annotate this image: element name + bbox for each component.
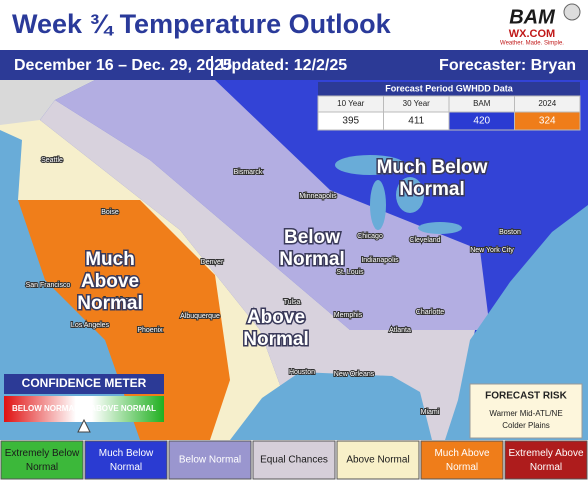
column-header: 2024 bbox=[538, 99, 556, 108]
below-zone bbox=[55, 80, 490, 330]
zone-label: Above bbox=[81, 271, 139, 292]
meter-pointer bbox=[77, 418, 91, 433]
atlantic bbox=[445, 205, 588, 440]
city-label: Charlotte bbox=[416, 309, 445, 316]
legend-label: Equal Chances bbox=[260, 455, 328, 466]
legend-label: Above Normal bbox=[346, 455, 409, 466]
title-bar bbox=[0, 0, 588, 50]
city-label: Las Vegas bbox=[104, 297, 137, 304]
meter-above: ABOVE NORMAL bbox=[90, 404, 156, 413]
legend-label: Below Normal bbox=[179, 455, 241, 466]
confidence-meter: CONFIDENCE METER BELOW NORMAL ABOVE NORM… bbox=[4, 374, 164, 433]
zone-label: Much Below bbox=[377, 157, 488, 178]
close-badge[interactable] bbox=[563, 3, 581, 21]
city-label: Cleveland bbox=[409, 237, 440, 244]
zone-labels: Much BelowNormalBelowNormalAboveNormalMu… bbox=[76, 156, 489, 352]
title: Week ¾ Temperature Outlook bbox=[12, 9, 392, 39]
value: 411 bbox=[408, 116, 424, 127]
legend-swatch bbox=[420, 440, 504, 480]
city-label: San Francisco bbox=[26, 282, 71, 289]
forecaster: Forecaster: Bryan bbox=[439, 57, 576, 74]
city-label: Minneapolis bbox=[299, 193, 337, 200]
zone-label: Normal bbox=[279, 249, 344, 270]
lake bbox=[418, 222, 462, 234]
legend-label: Extremely Above Normal bbox=[508, 448, 583, 473]
city-label: New York City bbox=[470, 247, 514, 254]
city-label: Houston bbox=[289, 369, 315, 376]
value: 420 bbox=[473, 116, 490, 127]
lake bbox=[335, 155, 405, 175]
canada-zone bbox=[0, 80, 95, 125]
zone-label: Normal bbox=[243, 329, 308, 350]
zone-label: Normal bbox=[399, 179, 464, 200]
risk-title: FORECAST RISK bbox=[485, 391, 567, 402]
logo-name: BAM bbox=[509, 6, 556, 28]
pacific-ocean bbox=[0, 130, 140, 440]
value-cell bbox=[514, 111, 581, 131]
table-title-bar bbox=[318, 82, 580, 96]
zone-label: Above bbox=[247, 307, 305, 328]
legend-swatch bbox=[84, 440, 168, 480]
period: December 16 – Dec. 29, 2025 bbox=[14, 57, 232, 74]
legend-label: Much Above Normal bbox=[434, 448, 489, 473]
meter-bar bbox=[4, 396, 164, 422]
city-label: Atlanta bbox=[389, 327, 411, 334]
column-header: 30 Year bbox=[403, 99, 430, 108]
zone-label: Much bbox=[85, 249, 135, 270]
legend-swatch bbox=[336, 440, 420, 480]
lake bbox=[370, 180, 386, 230]
meter-title-bar bbox=[4, 374, 164, 394]
value: 324 bbox=[539, 116, 556, 127]
city-label: Indianapolis bbox=[361, 257, 399, 264]
city-label: New Orleans bbox=[334, 371, 375, 378]
logo-site: WX.COM bbox=[509, 28, 555, 40]
city-label: Miami bbox=[421, 409, 440, 416]
city-label: Bismarck bbox=[234, 169, 263, 176]
value: 395 bbox=[342, 116, 359, 127]
city-label: St. Louis bbox=[336, 269, 364, 276]
updated: Updated: 12/2/25 bbox=[220, 57, 347, 74]
equal-zone bbox=[40, 100, 475, 440]
meter-title: CONFIDENCE METER bbox=[22, 376, 147, 390]
legend-swatch bbox=[0, 440, 84, 480]
legend: Extremely Below Normal Much Below Normal Bel… bbox=[0, 440, 588, 480]
zone-label: Below bbox=[284, 227, 340, 248]
city-label: Memphis bbox=[334, 312, 363, 319]
column-header: 10 Year bbox=[337, 99, 364, 108]
risk-line: Warmer Mid-ATL/NE bbox=[489, 409, 562, 418]
city-label: Boston bbox=[499, 229, 521, 236]
risk-line: Colder Plains bbox=[502, 421, 550, 430]
city-label: Denver bbox=[201, 259, 224, 266]
gulf bbox=[230, 372, 432, 440]
zone-label: Normal bbox=[77, 293, 142, 314]
legend-swatch bbox=[504, 440, 588, 480]
logo: BAM WX.COM Weather. Made. Simple. bbox=[500, 3, 581, 47]
city-label: Seattle bbox=[41, 157, 63, 164]
city-label: Boise bbox=[101, 209, 119, 216]
city-label: Chicago bbox=[357, 233, 383, 240]
city-label: Los Angeles bbox=[71, 322, 110, 329]
legend-label: Much Below Normal bbox=[99, 448, 154, 473]
table-title: Forecast Period GWHDD Data bbox=[385, 83, 514, 93]
logo-tagline: Weather. Made. Simple. bbox=[500, 41, 564, 47]
meter-below: BELOW NORMAL bbox=[12, 404, 79, 413]
legend-label: Extremely Below Normal bbox=[5, 448, 80, 473]
legend-swatch bbox=[252, 440, 336, 480]
map bbox=[0, 80, 588, 440]
legend-swatch bbox=[168, 440, 252, 480]
subheader-bar bbox=[0, 50, 588, 80]
gwhdd-table: Forecast Period GWHDD Data 10 Year 395 30 … bbox=[317, 82, 581, 131]
lake bbox=[396, 177, 424, 213]
city-label: Phoenix bbox=[137, 327, 163, 334]
city-labels: Seattle Boise Bismarck Minneapolis Chicago Cl… bbox=[25, 156, 522, 417]
forecast-risk: FORECAST RISK Warmer Mid-ATL/NE Colder P… bbox=[469, 383, 583, 439]
risk-box bbox=[469, 383, 583, 439]
city-label: Albuquerque bbox=[180, 313, 220, 320]
column-header: BAM bbox=[473, 99, 491, 108]
city-label: Tulsa bbox=[284, 299, 301, 306]
